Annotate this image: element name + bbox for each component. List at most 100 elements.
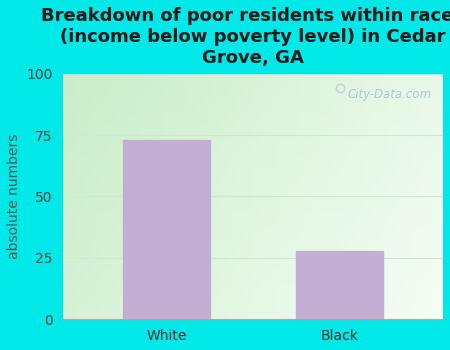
Bar — [172, 74, 174, 319]
Bar — [428, 74, 430, 319]
Bar — [302, 74, 303, 319]
Bar — [437, 74, 439, 319]
Bar — [63, 179, 443, 181]
Bar — [63, 285, 443, 287]
Bar — [63, 133, 443, 135]
Bar — [230, 74, 232, 319]
Bar — [155, 74, 156, 319]
Bar — [63, 264, 443, 266]
Bar — [327, 74, 328, 319]
Bar — [63, 204, 443, 206]
Bar — [381, 74, 382, 319]
Bar — [237, 74, 238, 319]
Bar — [339, 74, 341, 319]
Bar — [297, 74, 299, 319]
Bar — [312, 74, 314, 319]
Bar — [63, 262, 443, 264]
Bar — [391, 74, 392, 319]
Bar — [305, 74, 306, 319]
Bar — [401, 74, 403, 319]
Bar — [208, 74, 210, 319]
Bar — [63, 308, 443, 310]
Bar — [63, 212, 443, 214]
Bar — [294, 74, 296, 319]
Bar — [63, 210, 443, 212]
Bar — [63, 131, 443, 133]
Bar — [176, 74, 177, 319]
Bar — [189, 74, 190, 319]
Bar — [158, 74, 159, 319]
Bar — [63, 127, 443, 129]
Bar — [370, 74, 372, 319]
Bar — [262, 74, 263, 319]
Bar — [146, 74, 147, 319]
Bar — [328, 74, 330, 319]
Bar — [135, 74, 137, 319]
Bar — [63, 85, 443, 87]
Bar — [241, 74, 243, 319]
Bar — [63, 168, 443, 170]
Bar — [268, 74, 269, 319]
Bar — [90, 74, 91, 319]
Bar — [376, 74, 378, 319]
Bar — [63, 198, 443, 200]
Bar — [103, 74, 104, 319]
Bar — [139, 74, 140, 319]
Bar — [63, 118, 443, 120]
Bar — [63, 89, 443, 91]
Bar — [63, 150, 443, 152]
Bar — [63, 83, 443, 85]
Bar — [63, 124, 443, 126]
Bar — [248, 74, 250, 319]
Bar — [424, 74, 425, 319]
Bar — [63, 181, 443, 183]
Bar — [330, 74, 332, 319]
Bar — [364, 74, 366, 319]
Bar — [63, 300, 443, 302]
Bar — [63, 229, 443, 231]
Bar — [396, 74, 397, 319]
Bar — [63, 237, 443, 239]
Bar — [63, 145, 443, 147]
Bar — [94, 74, 95, 319]
Bar — [254, 74, 256, 319]
Bar — [211, 74, 213, 319]
Bar — [63, 281, 443, 283]
Bar — [259, 74, 260, 319]
Bar — [63, 214, 443, 216]
Bar — [306, 74, 308, 319]
Bar — [415, 74, 416, 319]
Bar — [132, 74, 134, 319]
Bar — [436, 74, 437, 319]
Bar — [115, 74, 116, 319]
Bar — [63, 271, 443, 273]
Bar — [63, 95, 443, 97]
Bar — [63, 147, 443, 148]
Bar — [149, 74, 150, 319]
Bar — [73, 74, 75, 319]
Bar — [177, 74, 179, 319]
Bar — [79, 74, 81, 319]
Bar — [63, 225, 443, 227]
Bar — [421, 74, 422, 319]
Bar — [66, 74, 67, 319]
Bar — [63, 290, 443, 293]
Bar — [72, 74, 73, 319]
Bar — [63, 99, 443, 100]
Bar — [63, 172, 443, 174]
Bar — [253, 74, 254, 319]
Bar — [296, 74, 297, 319]
Bar — [351, 74, 352, 319]
Bar — [159, 74, 161, 319]
Bar — [277, 74, 278, 319]
Bar — [290, 74, 292, 319]
Bar — [92, 74, 94, 319]
Bar — [190, 74, 192, 319]
Bar — [226, 74, 228, 319]
Bar — [363, 74, 365, 319]
Bar — [388, 74, 390, 319]
Bar — [439, 74, 440, 319]
Bar — [63, 137, 443, 139]
Bar — [63, 193, 443, 195]
Bar — [63, 106, 443, 108]
